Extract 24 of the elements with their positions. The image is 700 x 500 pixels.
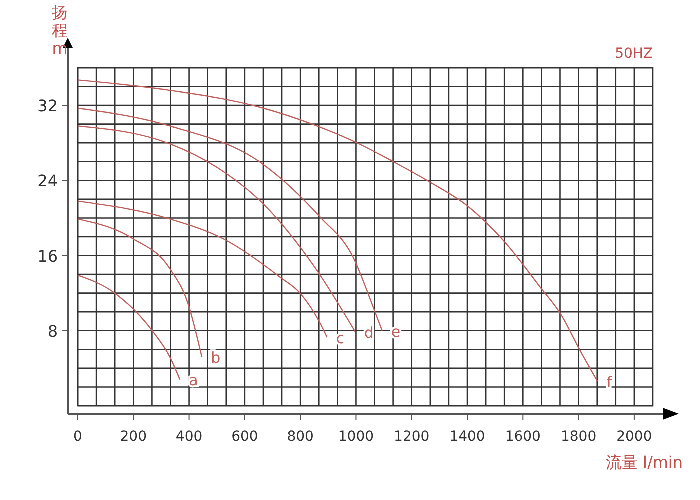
y-axis-title: 扬程 m (52, 3, 68, 58)
x-axis-title: 流量 l/min (606, 453, 683, 472)
line-series (77, 274, 181, 380)
series-label: a (189, 372, 198, 390)
x-tick-label: 200 (120, 429, 148, 445)
y-tick-label: 8 (48, 322, 58, 341)
x-tick-label: 1000 (338, 429, 374, 445)
y-tick-label: 24 (38, 172, 58, 191)
line-series (77, 218, 203, 358)
line-series (77, 200, 328, 338)
x-tick-label: 1400 (450, 429, 486, 445)
text: 50HZ (615, 46, 653, 62)
y-tick-label: 16 (38, 246, 58, 266)
x-tick-label: 0 (74, 429, 82, 445)
x-tick-label: 1600 (505, 429, 541, 445)
series-label: b (211, 349, 221, 368)
x-tick-label: 600 (232, 429, 258, 445)
x-tick-label: 400 (176, 429, 203, 445)
x-tick-label: 1800 (560, 429, 597, 445)
x-tick-label: 800 (287, 429, 314, 445)
x-tick-label: 2000 (616, 429, 652, 445)
line-series (77, 126, 356, 332)
y-tick-label: 32 (38, 96, 58, 116)
x-tick-label: 1200 (394, 429, 430, 445)
